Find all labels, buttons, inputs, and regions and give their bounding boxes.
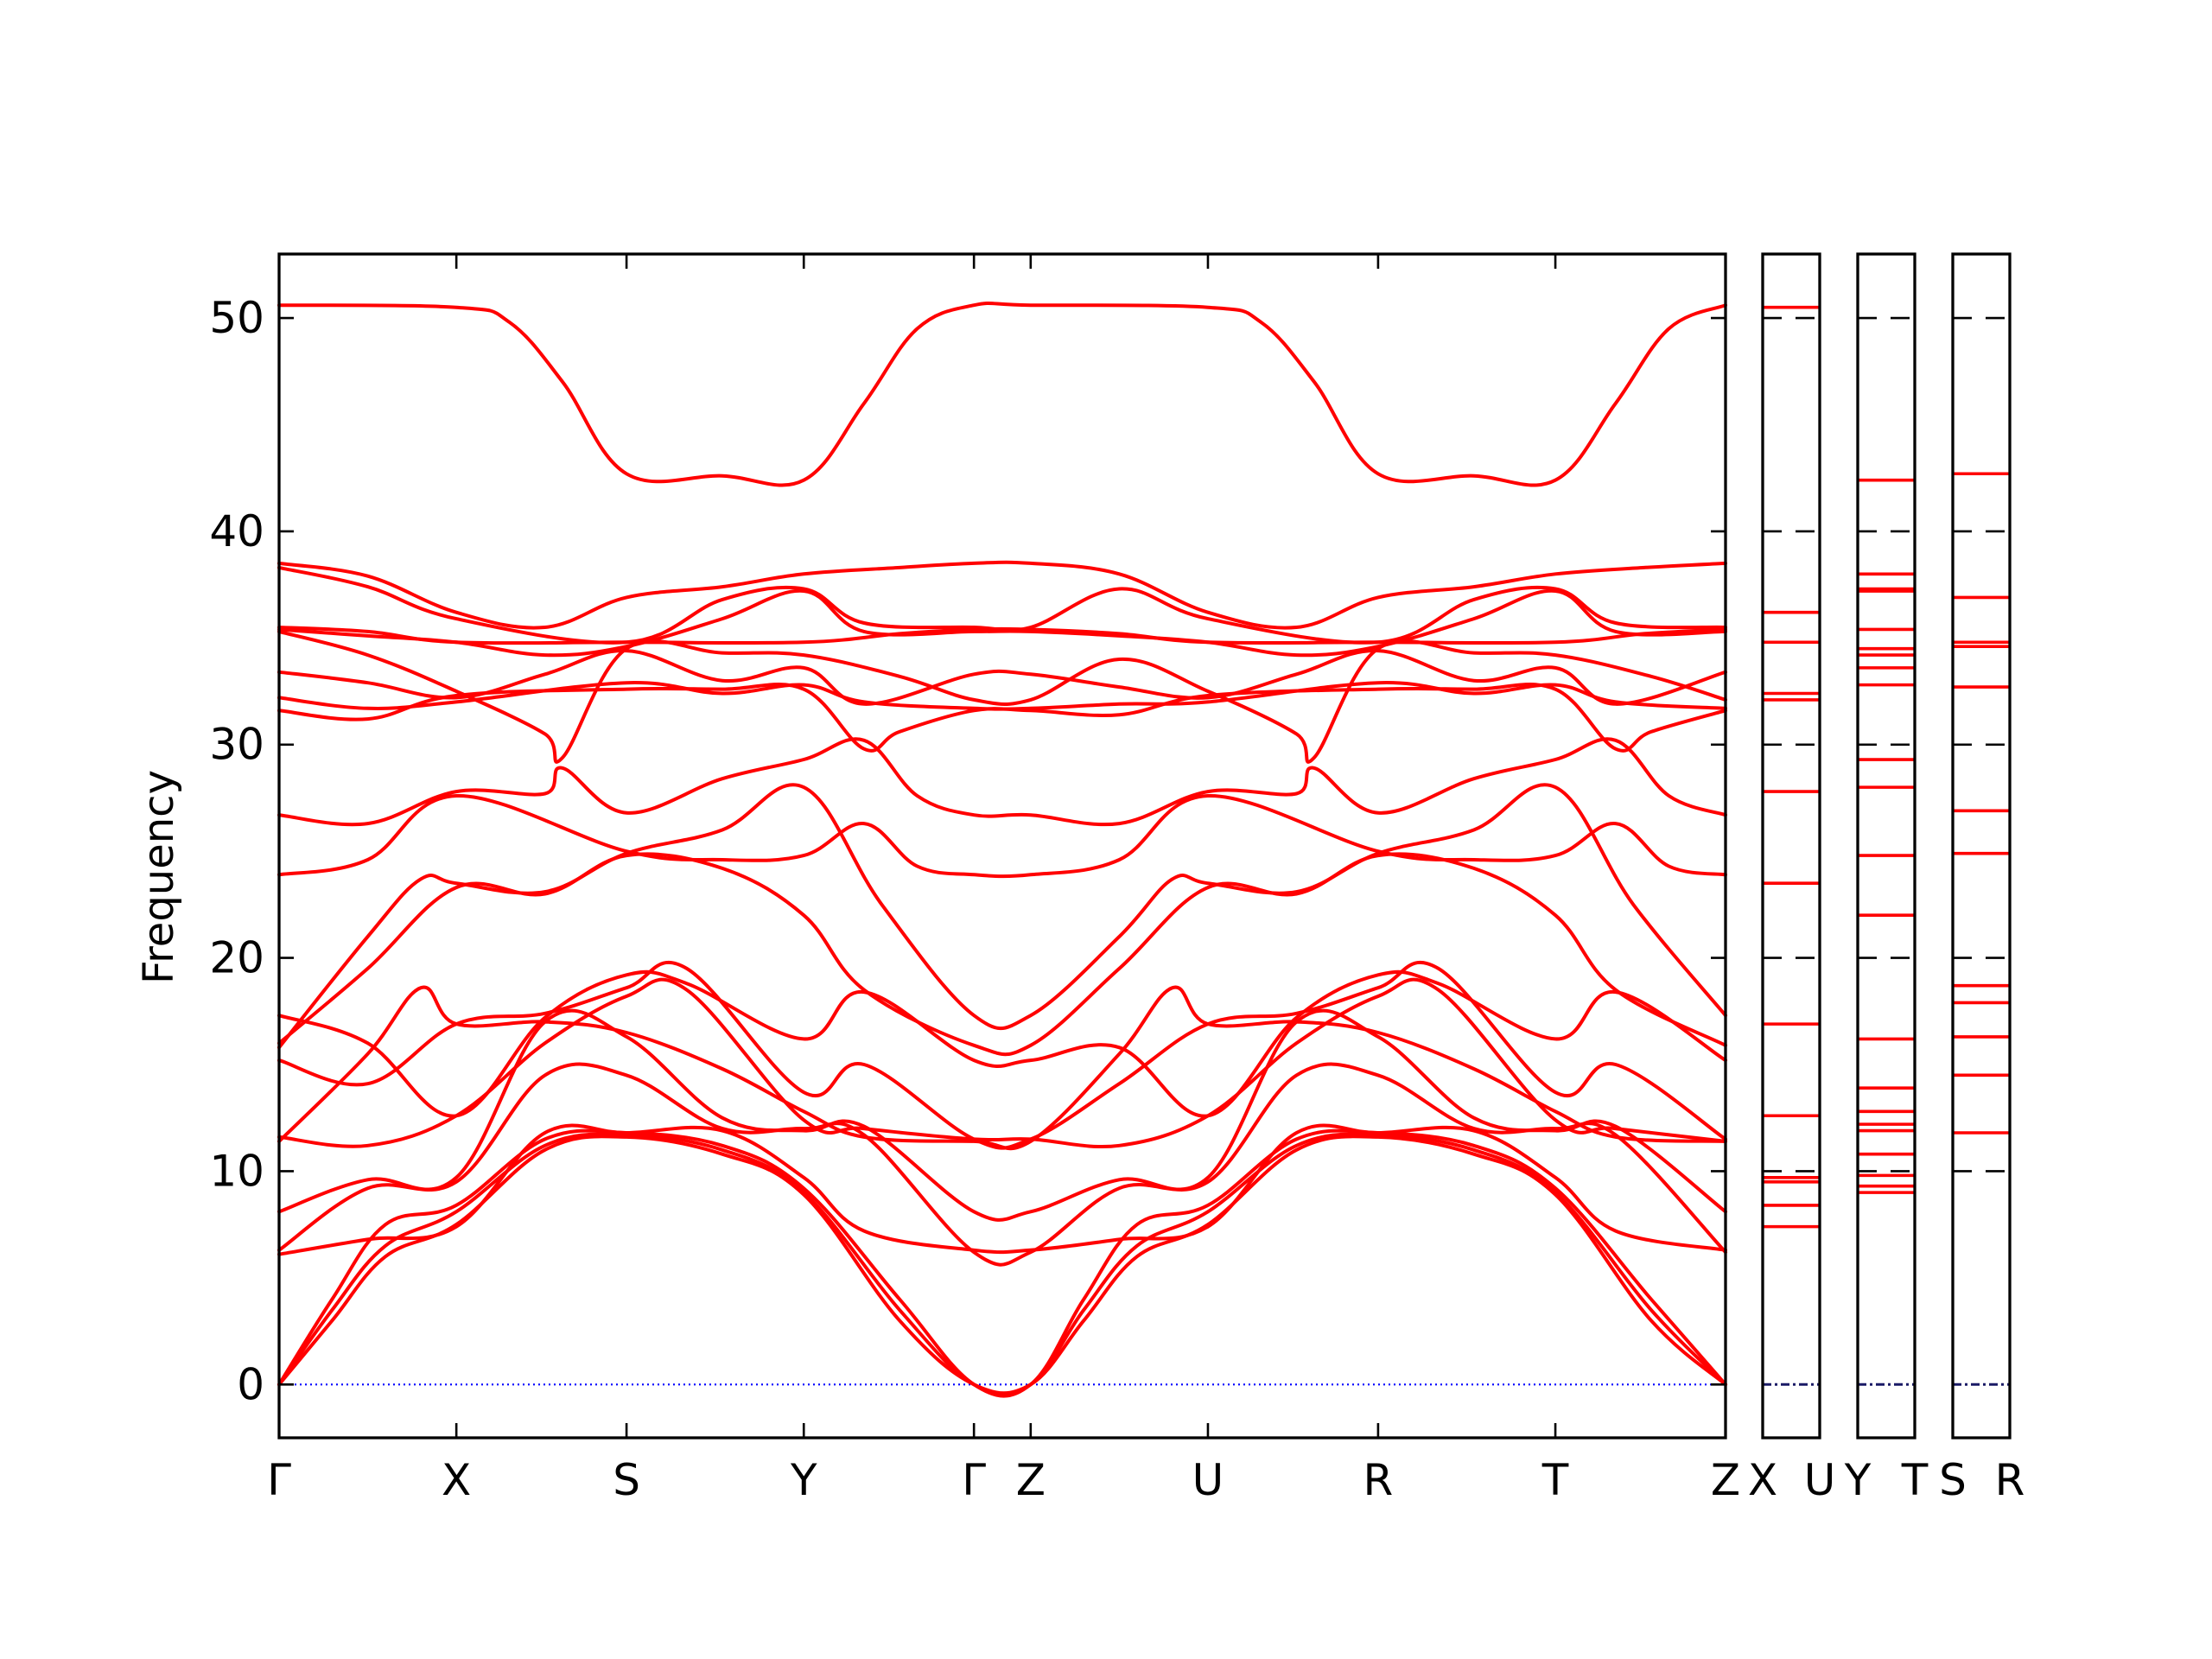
y-tick-label: 30 [209, 720, 264, 770]
y-tick-label: 0 [237, 1359, 264, 1409]
band-line-19 [277, 1062, 1727, 1267]
side-kpoint-label: R [1995, 1455, 2025, 1505]
band-line-2 [277, 560, 1727, 630]
band-line-6 [277, 629, 1727, 764]
side-plot-frame [1761, 252, 1821, 1440]
y-tick-label: 50 [209, 293, 264, 343]
y-tick-label: 40 [209, 506, 264, 556]
band-line-7 [277, 649, 1727, 706]
band-line-1 [277, 301, 1727, 487]
side-kpoint-label: Y [1844, 1455, 1872, 1505]
side-kpoint-label: U [1804, 1455, 1836, 1505]
band-line-16 [277, 977, 1727, 1149]
band-line-4 [277, 626, 1727, 645]
band-line-11 [277, 793, 1727, 879]
band-line-20 [277, 1123, 1727, 1256]
kpoint-label: U [1192, 1455, 1224, 1505]
band-line-13 [277, 852, 1727, 1057]
band-line-10 [277, 737, 1727, 827]
kpoint-label: Y [790, 1455, 817, 1505]
y-axis-label: Frequency [135, 770, 183, 984]
side-plot-frame [1856, 252, 1916, 1440]
kpoint-label: Z [1711, 1455, 1740, 1505]
kpoint-label: X [442, 1455, 471, 1505]
band-line-17 [277, 985, 1727, 1151]
band-line-9 [277, 683, 1727, 753]
kpoint-label: Γ [267, 1455, 291, 1505]
kpoint-label: Γ [962, 1455, 986, 1505]
y-tick-label: 10 [209, 1146, 264, 1196]
band-line-23 [277, 1135, 1727, 1395]
side-kpoint-label: S [1939, 1455, 1967, 1505]
band-line-12 [277, 783, 1727, 1050]
main-plot-frame [277, 252, 1727, 1440]
side-kpoint-label: T [1901, 1455, 1929, 1505]
band-line-5 [277, 588, 1727, 658]
kpoint-label: S [613, 1455, 640, 1505]
kpoint-label: T [1541, 1455, 1569, 1505]
band-line-18 [277, 1008, 1727, 1222]
kpoint-label: Z [1016, 1455, 1046, 1505]
side-kpoint-label: X [1748, 1455, 1777, 1505]
y-tick-label: 20 [209, 933, 264, 983]
kpoint-label: R [1363, 1455, 1394, 1505]
side-plot-frame [1951, 252, 2012, 1440]
